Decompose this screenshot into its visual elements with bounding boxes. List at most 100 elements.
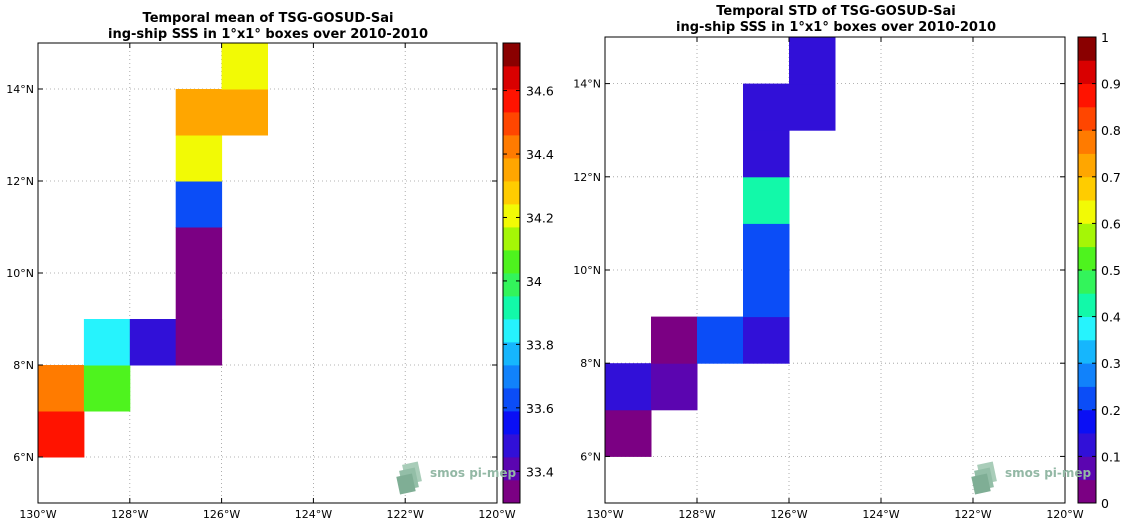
colorbar-segment [503, 89, 520, 113]
std-colorbar-tick-label: 0.9 [1101, 77, 1121, 92]
data-cell [175, 319, 223, 366]
colorbar-segment [503, 250, 520, 274]
std-colorbar-tick-label: 0.6 [1101, 216, 1121, 231]
colorbar-segment [503, 342, 520, 366]
std-sss-panel: Temporal STD of TSG-GOSUD-Sai ing-ship S… [573, 4, 1121, 520]
std-y-tick-label: 14°N [573, 78, 601, 91]
colorbar-segment [503, 434, 520, 458]
colorbar-segment [1078, 293, 1096, 317]
mean-x-tick-label: 122°W [387, 508, 424, 520]
colorbar-segment [1078, 479, 1096, 504]
colorbar-segment [1078, 37, 1096, 61]
data-cell [743, 176, 790, 224]
mean-sss-panel: Temporal mean of TSG-GOSUD-Sai ing-ship … [6, 11, 554, 520]
mean-x-tick-label: 120°W [478, 508, 515, 520]
data-cell [221, 43, 268, 90]
colorbar-segment [503, 158, 520, 182]
std-colorbar [1077, 36, 1097, 504]
std-title-line-1: Temporal STD of TSG-GOSUD-Sai [716, 4, 956, 19]
mean-x-tick-label: 128°W [111, 508, 148, 520]
colorbar-segment [1078, 106, 1096, 131]
data-cell [743, 83, 790, 131]
data-cell [38, 411, 85, 458]
data-cell [221, 89, 268, 136]
mean-colorbar-tick-label: 34.2 [526, 210, 554, 225]
colorbar-segment [503, 411, 520, 435]
colorbar-segment [1078, 176, 1096, 201]
data-cell [605, 363, 652, 411]
colorbar-segment [503, 273, 520, 297]
mean-title-line-1: Temporal mean of TSG-GOSUD-Sai [143, 11, 394, 26]
colorbar-segment [1078, 363, 1096, 387]
std-x-tick-label: 128°W [678, 508, 715, 520]
colorbar-segment [503, 227, 520, 251]
colorbar-segment [503, 204, 520, 228]
colorbar-segment [1078, 339, 1096, 364]
mean-x-tick-label: 130°W [19, 508, 56, 520]
colorbar-segment [503, 365, 520, 389]
colorbar-segment [1078, 83, 1096, 108]
std-x-tick-label: 122°W [954, 508, 991, 520]
mean-y-tick-label: 14°N [6, 83, 34, 96]
mean-cells [38, 43, 268, 458]
data-cell [743, 130, 790, 178]
std-cells [605, 37, 836, 457]
mean-colorbar-tick-label: 34.4 [526, 147, 554, 162]
std-title-line-2: ing-ship SSS in 1°x1° boxes over 2010-20… [676, 20, 996, 35]
std-colorbar-tick-label: 0 [1101, 496, 1109, 511]
logo-text: smos pi-mep [1005, 466, 1092, 480]
mean-colorbar [502, 42, 521, 504]
logo-stack-icon [971, 461, 997, 495]
data-cell [83, 319, 131, 366]
data-cell [175, 89, 223, 136]
colorbar-segment [1078, 60, 1096, 84]
std-y-tick-label: 8°N [580, 357, 601, 370]
colorbar-segment [1078, 200, 1096, 224]
data-cell [129, 319, 177, 366]
mean-y-tick-label: 10°N [6, 267, 34, 280]
data-cell [175, 273, 223, 320]
std-colorbar-tick-label: 0.4 [1101, 310, 1121, 325]
colorbar-segment [1078, 270, 1096, 294]
data-cell [605, 409, 652, 457]
data-cell [175, 227, 223, 274]
std-colorbar-tick-label: 0.8 [1101, 123, 1121, 138]
std-colorbar-tick-label: 0.3 [1101, 356, 1121, 371]
data-cell [175, 135, 223, 182]
std-y-tick-label: 12°N [573, 171, 601, 184]
mean-y-tick-label: 12°N [6, 175, 34, 188]
mean-colorbar-tick-label: 34 [526, 274, 542, 289]
colorbar-segment [1078, 409, 1096, 434]
std-y-tick-label: 6°N [580, 450, 601, 463]
mean-x-tick-label: 126°W [203, 508, 240, 520]
mean-x-tick-label: 124°W [295, 508, 332, 520]
logo-text: smos pi-mep [430, 466, 517, 480]
mean-colorbar-tick-label: 33.6 [526, 401, 554, 416]
colorbar-segment [503, 388, 520, 412]
colorbar-segment [503, 66, 520, 90]
mean-colorbar-tick-label: 34.6 [526, 84, 554, 99]
colorbar-segment [1078, 456, 1096, 481]
std-colorbar-tick-label: 0.1 [1101, 449, 1121, 464]
data-cell [651, 316, 698, 364]
std-tick-marks [604, 37, 1066, 503]
logo-stack-icon [396, 461, 422, 495]
mean-tick-marks [37, 43, 498, 503]
data-cell [743, 270, 790, 318]
data-cell [697, 316, 744, 364]
mean-y-tick-label: 8°N [13, 359, 34, 372]
colorbar-segment [503, 480, 520, 504]
colorbar-segment [1078, 153, 1096, 178]
std-y-tick-label: 10°N [573, 264, 601, 277]
colorbar-segment [503, 296, 520, 320]
data-cell [789, 83, 836, 131]
std-x-tick-label: 126°W [770, 508, 807, 520]
data-cell [651, 363, 698, 411]
colorbar-segment [1078, 386, 1096, 411]
data-cell [743, 316, 790, 364]
colorbar-segment [1078, 246, 1096, 271]
std-x-tick-label: 120°W [1046, 508, 1083, 520]
mean-title-line-2: ing-ship SSS in 1°x1° boxes over 2010-20… [108, 27, 428, 42]
smos-pi-mep-logo [971, 461, 997, 495]
